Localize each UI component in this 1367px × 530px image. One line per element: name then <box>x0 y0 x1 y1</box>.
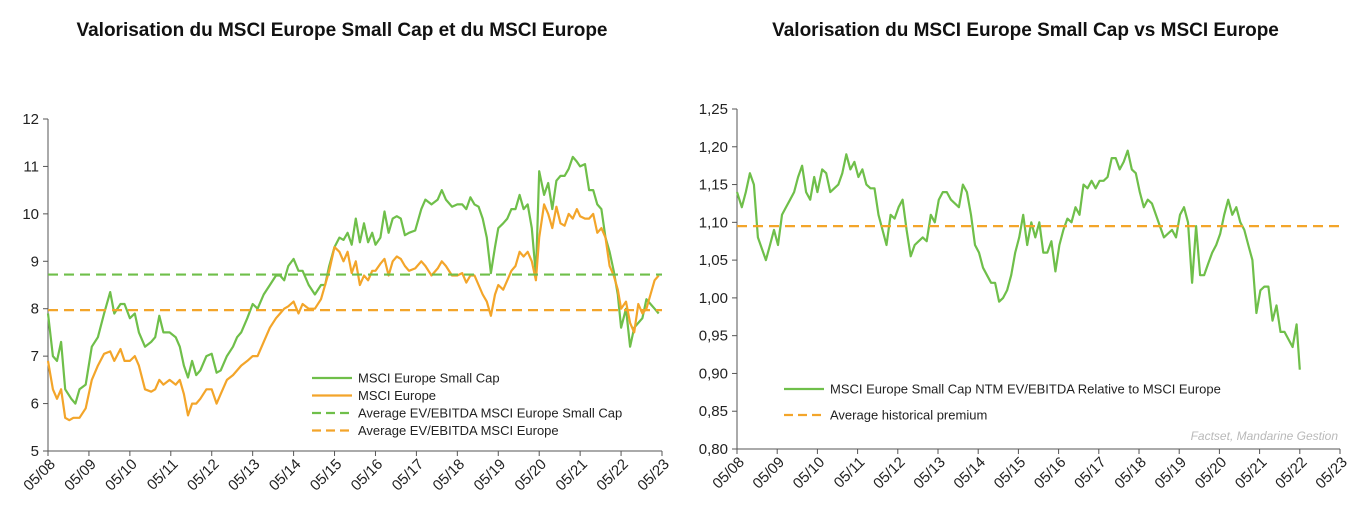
x-tick-label: 05/12 <box>184 456 223 495</box>
x-tick-label: 05/15 <box>991 454 1030 493</box>
chart-title-left: Valorisation du MSCI Europe Small Cap et… <box>76 20 608 41</box>
series-line-0 <box>46 155 660 405</box>
x-tick-label: 05/11 <box>831 454 869 492</box>
y-tick-label: 0,80 <box>699 441 728 458</box>
legend-label: MSCI Europe Small Cap <box>358 371 500 386</box>
x-tick-label: 05/16 <box>348 456 387 495</box>
chart-panel-left: Valorisation du MSCI Europe Small Cap et… <box>20 20 673 495</box>
y-tick-label: 1,05 <box>699 252 728 269</box>
y-tick-label: 10 <box>22 206 39 223</box>
x-tick-label: 05/18 <box>430 456 469 495</box>
y-tick-label: 12 <box>22 111 39 128</box>
x-tick-label: 05/12 <box>870 454 909 493</box>
legend-label: Average EV/EBITDA MSCI Europe <box>358 423 559 438</box>
x-tick-label: 05/13 <box>910 454 949 493</box>
x-tick-label: 05/19 <box>1151 454 1190 493</box>
chart-title-right: Valorisation du MSCI Europe Small Cap vs… <box>772 20 1279 41</box>
x-tick-label: 05/14 <box>950 454 989 493</box>
chart-panel-right: Valorisation du MSCI Europe Small Cap vs… <box>684 0 1367 530</box>
x-tick-label: 05/17 <box>389 456 428 495</box>
y-tick-label: 1,20 <box>699 139 728 156</box>
x-tick-label: 05/09 <box>749 454 788 493</box>
x-tick-label: 05/08 <box>709 454 748 493</box>
y-tick-label: 5 <box>31 443 39 460</box>
legend-label: MSCI Europe <box>358 388 436 403</box>
series-line-1 <box>46 203 660 422</box>
chart-right: 0,80 0,85 0,90 0,95 1,00 1,05 1,10 1,15 1,20 1,25… <box>699 101 1351 493</box>
legend-label: MSCI Europe Small Cap NTM EV/EBITDA Rela… <box>830 382 1221 397</box>
x-tick-label: 05/11 <box>144 456 182 494</box>
y-tick-label: 11 <box>23 158 39 175</box>
y-tick-label: 0,85 <box>699 403 728 420</box>
x-tick-label: 05/13 <box>225 456 264 495</box>
y-tick-label: 0,95 <box>699 328 728 345</box>
x-tick-label: 05/22 <box>1272 454 1311 493</box>
x-tick-label: 05/21 <box>552 456 591 495</box>
x-tick-label: 05/20 <box>511 456 550 495</box>
x-tick-label: 05/20 <box>1192 454 1231 493</box>
x-tick-label: 05/16 <box>1031 454 1070 493</box>
y-tick-label: 0,90 <box>699 365 728 382</box>
source-note: Factset, Mandarine Gestion <box>1191 429 1339 443</box>
legend-label: Average historical premium <box>830 408 987 423</box>
x-tick-label: 05/15 <box>307 456 346 495</box>
x-tick-label: 05/14 <box>266 456 305 495</box>
x-tick-label: 05/17 <box>1071 454 1110 493</box>
x-tick-label: 05/10 <box>790 454 829 493</box>
y-tick-label: 1,15 <box>699 177 728 194</box>
x-tick-label: 05/21 <box>1232 454 1271 493</box>
x-tick-label: 05/08 <box>20 456 59 495</box>
y-tick-label: 8 <box>31 301 39 318</box>
y-tick-label: 6 <box>31 396 39 413</box>
y-tick-label: 1,10 <box>699 214 728 231</box>
x-tick-label: 05/09 <box>61 456 100 495</box>
y-tick-label: 9 <box>31 253 39 270</box>
x-tick-label: 05/23 <box>634 456 673 495</box>
y-tick-label: 1,00 <box>699 290 728 307</box>
x-tick-label: 05/10 <box>102 456 141 495</box>
x-tick-label: 05/19 <box>471 456 510 495</box>
y-tick-label: 1,25 <box>699 101 728 118</box>
x-tick-label: 05/18 <box>1111 454 1150 493</box>
y-tick-label: 7 <box>31 348 39 365</box>
series-line-0 <box>735 149 1301 370</box>
x-tick-label: 05/22 <box>593 456 632 495</box>
x-tick-label: 05/23 <box>1312 454 1351 493</box>
legend-label: Average EV/EBITDA MSCI Europe Small Cap <box>358 406 622 421</box>
